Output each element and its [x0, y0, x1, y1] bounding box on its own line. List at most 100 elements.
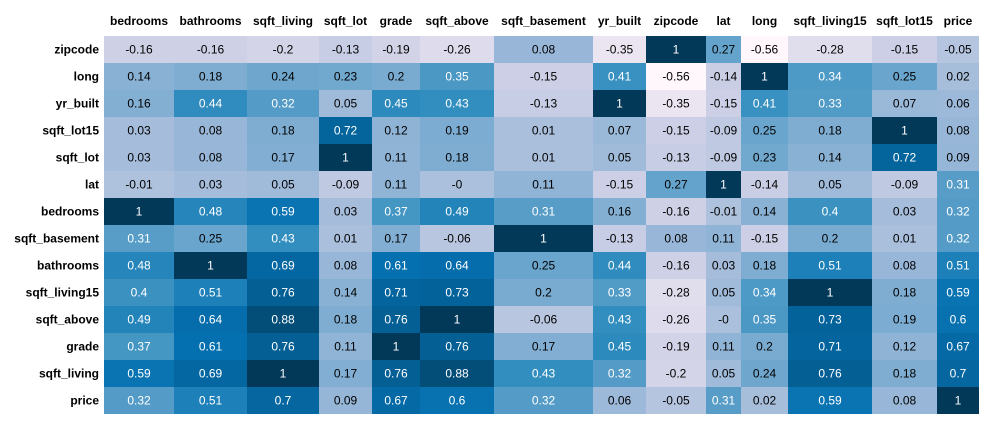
heatmap-cell [788, 252, 872, 279]
cell-value-label: 0.11 [532, 178, 555, 192]
column-label-sqft-basement: sqft_basement [501, 14, 586, 28]
cell-value-label: -0.56 [751, 43, 779, 57]
heatmap-cell [319, 63, 372, 90]
cell-value-label: 0.43 [445, 97, 469, 111]
row-label-sqft-living: sqft_living [39, 367, 99, 381]
cell-value-label: 0.03 [334, 205, 358, 219]
cell-value-label: 0.6 [449, 394, 466, 408]
heatmap-cell [741, 387, 788, 414]
cell-value-label: -0.26 [662, 313, 690, 327]
cell-value-label: 0.25 [532, 259, 556, 273]
heatmap-cell [741, 144, 788, 171]
cell-value-label: 0.59 [818, 394, 842, 408]
cell-value-label: 0.01 [532, 151, 556, 165]
cell-value-label: 0.32 [271, 97, 295, 111]
heatmap-cell [788, 387, 872, 414]
cell-value-label: 0.35 [753, 313, 777, 327]
heatmap-cell [247, 225, 319, 252]
heatmap-cell [494, 387, 593, 414]
heatmap-cell [593, 252, 646, 279]
cell-value-label: 0.17 [271, 151, 295, 165]
heatmap-cell [372, 198, 420, 225]
cell-value-label: 0.43 [608, 313, 632, 327]
heatmap-cell [646, 387, 706, 414]
row-label-grade: grade [66, 340, 99, 354]
cell-value-label: 0.25 [753, 124, 777, 138]
heatmap-cell [174, 63, 247, 90]
row-label-sqft-above: sqft_above [36, 313, 100, 327]
heatmap-cell [104, 36, 174, 63]
cell-value-label: 0.18 [818, 124, 842, 138]
heatmap-cell [788, 117, 872, 144]
heatmap-cell [706, 225, 741, 252]
cell-value-label: 0.05 [334, 97, 358, 111]
heatmap-cell [420, 306, 494, 333]
heatmap-cell [593, 144, 646, 171]
cell-value-label: 0.61 [199, 340, 223, 354]
heatmap-cell [872, 117, 937, 144]
heatmap-cell [420, 333, 494, 360]
heatmap-cell [593, 90, 646, 117]
cell-value-label: 0.4 [131, 286, 148, 300]
column-label-sqft-lot: sqft_lot [324, 14, 367, 28]
cell-value-label: 0.08 [334, 259, 358, 273]
heatmap-cell [646, 63, 706, 90]
cell-value-label: 0.24 [271, 70, 295, 84]
heatmap-cell [174, 144, 247, 171]
heatmap-cell [247, 63, 319, 90]
heatmap-cell [494, 225, 593, 252]
cell-value-label: 0.01 [334, 232, 358, 246]
cell-value-label: 0.31 [946, 178, 970, 192]
cell-value-label: 0.45 [608, 340, 632, 354]
heatmap-cell [937, 279, 979, 306]
heatmap-cell [788, 279, 872, 306]
heatmap-cell [646, 171, 706, 198]
cell-value-label: 0.2 [756, 340, 773, 354]
cell-value-label: -0.13 [530, 97, 558, 111]
heatmap-cell [420, 63, 494, 90]
heatmap-cell [420, 252, 494, 279]
heatmap-cell [372, 225, 420, 252]
cell-value-label: 0.02 [946, 70, 970, 84]
cell-value-label: -0.06 [443, 232, 471, 246]
heatmap-cell [494, 252, 593, 279]
cell-value-label: 0.16 [127, 97, 151, 111]
cell-value-label: 0.24 [753, 367, 777, 381]
cell-value-label: 1 [454, 313, 461, 327]
heatmap-cell [174, 117, 247, 144]
cell-value-label: 0.88 [271, 313, 295, 327]
heatmap-cell [372, 171, 420, 198]
heatmap-cell [372, 333, 420, 360]
cell-value-label: 0.11 [385, 178, 408, 192]
heatmap-cell [872, 90, 937, 117]
row-label-sqft-lot15: sqft_lot15 [42, 124, 99, 138]
heatmap-cell [593, 198, 646, 225]
heatmap-cell [937, 90, 979, 117]
cell-value-label: 0.51 [946, 259, 970, 273]
heatmap-cell [372, 279, 420, 306]
cell-value-label: -0.09 [891, 178, 919, 192]
heatmap-cell [741, 117, 788, 144]
cell-value-label: 0.08 [199, 151, 223, 165]
cell-value-label: 1 [280, 367, 287, 381]
heatmap-cell [104, 306, 174, 333]
heatmap-cell [646, 279, 706, 306]
heatmap-cell [646, 198, 706, 225]
heatmap-cell [741, 306, 788, 333]
heatmap-cell [372, 63, 420, 90]
heatmap-cell [372, 360, 420, 387]
heatmap-cell [319, 171, 372, 198]
heatmap-cell [372, 36, 420, 63]
cell-value-label: -0 [718, 313, 729, 327]
heatmap-cell [104, 333, 174, 360]
heatmap-cell [174, 198, 247, 225]
cell-value-label: -0.13 [662, 151, 690, 165]
cell-value-label: 0.34 [818, 70, 842, 84]
heatmap-cell [706, 333, 741, 360]
heatmap-cell [174, 36, 247, 63]
cell-value-label: 0.03 [127, 151, 151, 165]
heatmap-cell [741, 360, 788, 387]
cell-value-label: 0.18 [445, 151, 469, 165]
row-label-price: price [70, 394, 99, 408]
cell-value-label: 0.37 [384, 205, 408, 219]
